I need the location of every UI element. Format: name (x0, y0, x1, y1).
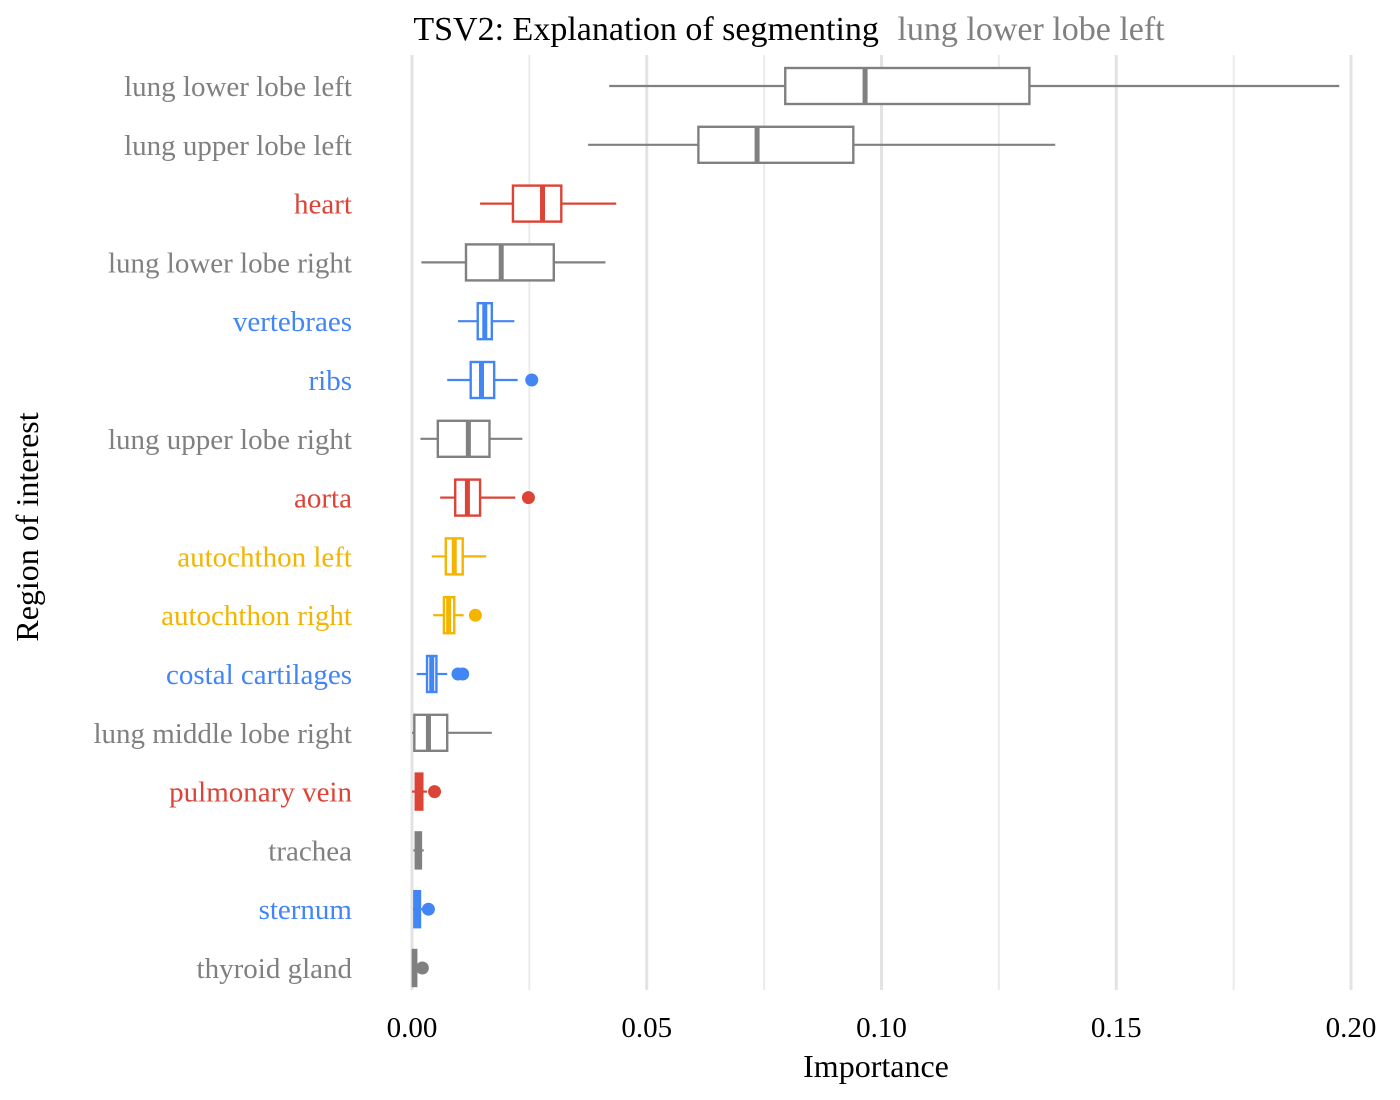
category-label: costal cartilages (166, 659, 352, 691)
chart-title: TSV2: Explanation of segmenting lung low… (413, 11, 1165, 48)
x-tick-label: 0.05 (621, 1012, 672, 1044)
box-iqr (697, 125, 855, 165)
box-ribs (447, 360, 539, 400)
title-highlight: lung lower lobe left (897, 11, 1165, 48)
outlier-point (521, 491, 535, 505)
category-label: lung lower lobe left (124, 71, 352, 103)
box-lung-upper-lobe-right (420, 419, 523, 458)
outlier-point (421, 902, 435, 916)
x-tick-label: 0.20 (1326, 1012, 1377, 1044)
box-lung-lower-lobe-left (609, 66, 1340, 106)
category-labels: lung lower lobe left lung upper lobe left… (93, 71, 352, 985)
box-lung-lower-lobe-right (421, 243, 606, 282)
category-label: vertebraes (233, 306, 352, 338)
category-label: lung upper lobe left (124, 130, 352, 162)
category-label: trachea (268, 835, 352, 867)
box-iqr (464, 243, 555, 282)
box-heart (480, 184, 617, 223)
category-label: lung lower lobe right (108, 247, 352, 279)
box-iqr (511, 184, 563, 223)
category-label: lung upper lobe right (108, 424, 352, 456)
x-tick-label: 0.15 (1091, 1012, 1142, 1044)
box-aorta (440, 478, 535, 517)
box-thyroid-gland (411, 948, 429, 988)
category-label: aorta (294, 483, 352, 515)
box-iqr (436, 419, 491, 458)
category-label: lung middle lobe right (93, 718, 352, 750)
box-lung-middle-lobe-right (412, 713, 492, 752)
box-lung-upper-lobe-left (588, 125, 1056, 165)
box-costal-cartilages (416, 654, 470, 694)
outlier-point (428, 785, 442, 799)
outlier-point (468, 608, 482, 622)
category-label: pulmonary vein (169, 777, 352, 809)
category-label: thyroid gland (197, 953, 353, 985)
x-axis-title: Importance (803, 1048, 949, 1084)
box-pulmonary-vein (412, 772, 442, 811)
box-sternum (412, 890, 435, 929)
outlier-point (456, 667, 470, 681)
title-prefix: TSV2: Explanation of segmenting (413, 11, 879, 48)
x-tick-label: 0.10 (856, 1012, 907, 1044)
box-plots (411, 66, 1340, 988)
box-autochthon-right (433, 596, 482, 635)
box-vertebraes (458, 302, 515, 341)
box-trachea (413, 831, 424, 870)
category-label: ribs (309, 365, 353, 397)
category-label: autochthon right (161, 600, 352, 632)
category-label: heart (294, 189, 352, 221)
outlier-point (525, 373, 539, 387)
box-autochthon-left (431, 537, 487, 576)
x-tick-label: 0.00 (387, 1012, 438, 1044)
outlier-point (415, 961, 429, 975)
box-iqr (784, 66, 1031, 106)
y-axis-title: Region of interest (9, 412, 45, 641)
category-label: sternum (259, 894, 353, 926)
x-tick-labels: 0.00 0.05 0.10 0.15 0.20 (387, 1012, 1377, 1044)
category-label: autochthon left (177, 541, 352, 573)
